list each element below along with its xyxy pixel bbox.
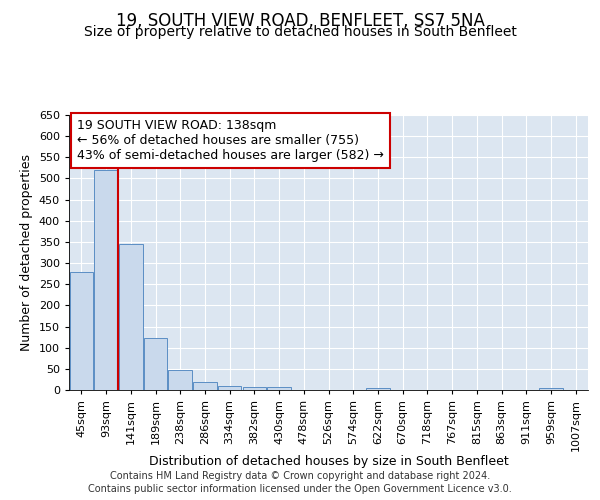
Bar bbox=[539, 388, 563, 390]
Bar bbox=[94, 170, 118, 390]
Bar bbox=[169, 370, 192, 390]
X-axis label: Distribution of detached houses by size in South Benfleet: Distribution of detached houses by size … bbox=[149, 455, 508, 468]
Bar bbox=[242, 386, 266, 390]
Bar bbox=[268, 386, 291, 390]
Bar bbox=[366, 388, 389, 390]
Y-axis label: Number of detached properties: Number of detached properties bbox=[20, 154, 33, 351]
Text: 19 SOUTH VIEW ROAD: 138sqm
← 56% of detached houses are smaller (755)
43% of sem: 19 SOUTH VIEW ROAD: 138sqm ← 56% of deta… bbox=[77, 119, 383, 162]
Text: Contains HM Land Registry data © Crown copyright and database right 2024.
Contai: Contains HM Land Registry data © Crown c… bbox=[88, 471, 512, 494]
Bar bbox=[193, 382, 217, 390]
Text: Size of property relative to detached houses in South Benfleet: Size of property relative to detached ho… bbox=[83, 25, 517, 39]
Bar bbox=[70, 272, 93, 390]
Bar bbox=[119, 244, 143, 390]
Bar bbox=[218, 386, 241, 390]
Bar bbox=[144, 338, 167, 390]
Text: 19, SOUTH VIEW ROAD, BENFLEET, SS7 5NA: 19, SOUTH VIEW ROAD, BENFLEET, SS7 5NA bbox=[116, 12, 484, 30]
